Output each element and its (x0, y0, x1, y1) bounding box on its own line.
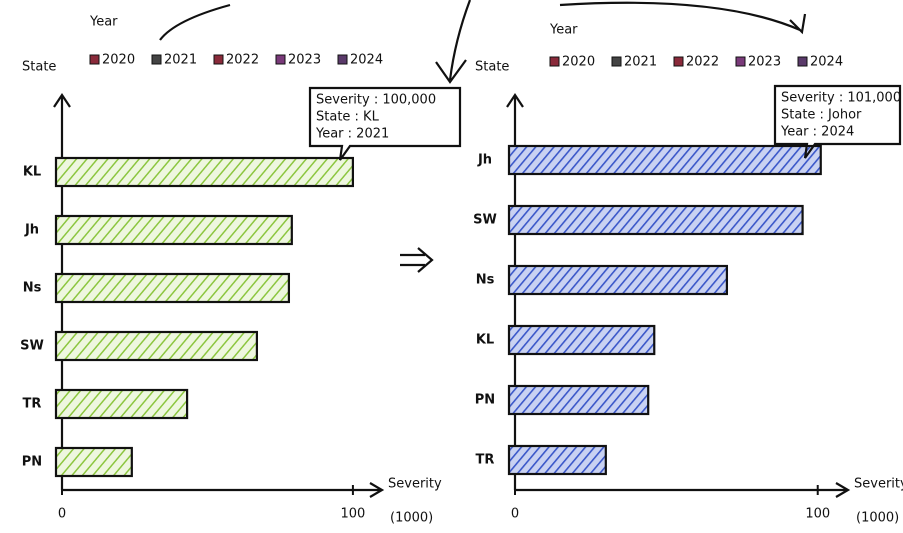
legend-item: 2020 (562, 55, 595, 70)
y-tick-label: SW (473, 213, 497, 228)
legend-title: Year (549, 23, 578, 38)
bar (54, 388, 189, 420)
y-tick-label: KL (476, 333, 494, 348)
flow-arrow (159, 3, 231, 41)
legend-swatch (213, 54, 224, 65)
x-axis-label: Severity (854, 477, 903, 492)
legend-swatch (735, 56, 746, 67)
legend-title: Year (89, 15, 118, 30)
bar (507, 144, 822, 176)
legend-swatch (151, 54, 162, 65)
y-tick-label: Ns (476, 273, 495, 288)
legend-item: 2020 (102, 53, 135, 68)
legend-swatch (797, 56, 808, 67)
tooltip-line: State : KL (316, 110, 380, 125)
legend-swatch (89, 54, 100, 65)
flow-arrow (435, 0, 472, 84)
x-axis (515, 482, 851, 498)
bar (507, 204, 804, 236)
legend-item: 2024 (810, 55, 843, 70)
bar (54, 156, 355, 188)
y-tick-label: PN (22, 455, 42, 470)
legend-item: 2024 (350, 53, 383, 68)
legend-item: 2023 (748, 55, 781, 70)
bar (507, 264, 729, 296)
y-tick-label: Ns (23, 281, 42, 296)
legend-item: 2022 (226, 53, 259, 68)
y-tick-label: SW (20, 339, 44, 354)
legend-item: 2021 (624, 55, 657, 70)
x-tick-label: 0 (511, 507, 519, 522)
legend-swatch (549, 56, 560, 67)
bar (54, 446, 133, 478)
tooltip-line: Severity : 100,000 (316, 93, 436, 108)
y-tick-label: PN (475, 393, 495, 408)
x-axis-label: Severity (388, 477, 442, 492)
x-tick-label: 100 (340, 507, 365, 522)
x-tick-label: 100 (805, 507, 830, 522)
bar (54, 330, 259, 362)
x-axis (62, 482, 385, 498)
transition-arrow (400, 247, 434, 273)
y-axis-label: State (22, 60, 56, 75)
bar (507, 444, 607, 476)
bar (507, 384, 650, 416)
flow-arrow (559, 1, 807, 35)
legend-item: 2021 (164, 53, 197, 68)
legend-item: 2023 (288, 53, 321, 68)
y-tick-label: TR (23, 397, 42, 412)
legend-swatch (275, 54, 286, 65)
tooltip-box (308, 86, 462, 161)
tooltip-line: Severity : 101,000 (781, 91, 901, 106)
legend-swatch (337, 54, 348, 65)
tooltip-line: State : Johor (781, 108, 862, 123)
x-axis-unit: (1000) (856, 511, 899, 526)
tooltip-line: Year : 2021 (315, 127, 389, 142)
y-tick-label: Jh (24, 223, 39, 238)
bar (54, 214, 293, 246)
x-tick-label: 0 (58, 507, 66, 522)
legend-swatch (611, 56, 622, 67)
tooltip-line: Year : 2024 (780, 125, 854, 140)
y-tick-label: Jh (477, 153, 492, 168)
legend-item: 2022 (686, 55, 719, 70)
legend-swatch (673, 56, 684, 67)
x-axis-unit: (1000) (390, 511, 433, 526)
bar (507, 324, 656, 356)
bar (54, 272, 291, 304)
tooltip-box (773, 84, 902, 159)
y-axis-label: State (475, 60, 509, 75)
y-tick-label: KL (23, 165, 41, 180)
y-tick-label: TR (476, 453, 495, 468)
